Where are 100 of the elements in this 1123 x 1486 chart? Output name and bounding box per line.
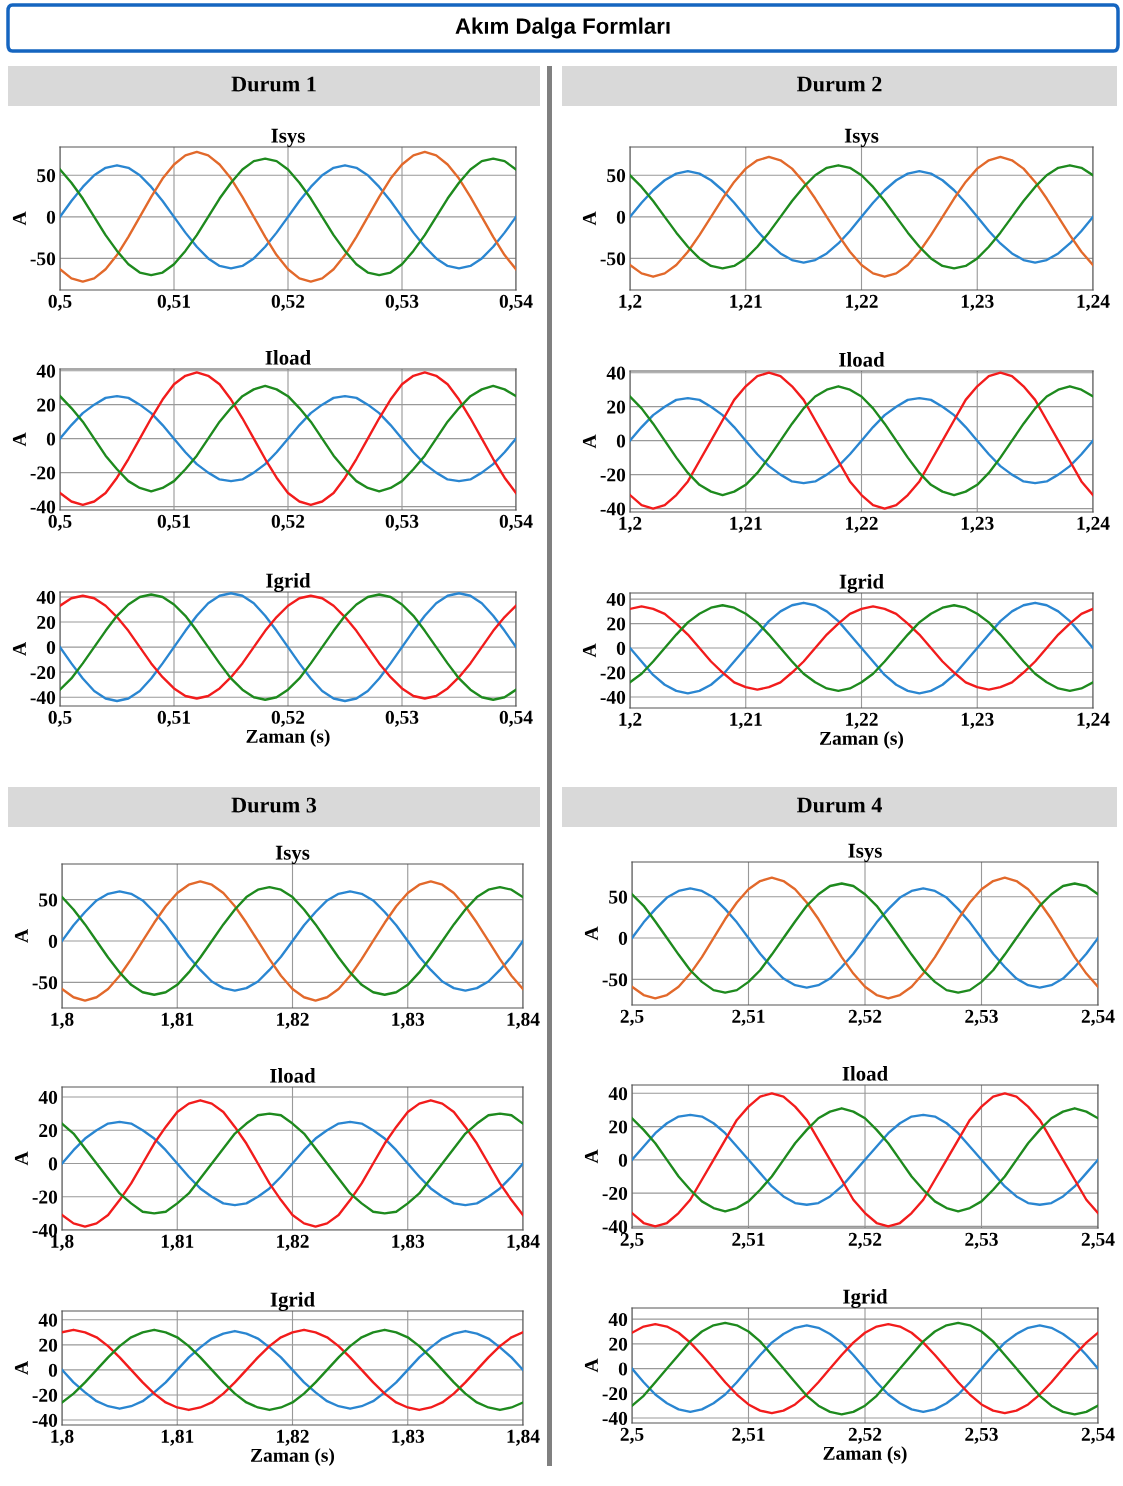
y-tick-label: -40 (30, 500, 56, 514)
y-tick-label: 0 (616, 434, 626, 448)
x-tick-label: 0,54 (499, 294, 533, 311)
x-axis-title: Zaman (s) (823, 1446, 907, 1464)
y-tick-label: -40 (30, 691, 56, 705)
x-tick-label: 0,5 (48, 294, 72, 311)
y-tick-label: -40 (602, 1220, 628, 1234)
line-series (630, 385, 1093, 497)
x-tick-label: 0,5 (48, 710, 72, 727)
y-axis-title: A (584, 1358, 598, 1373)
line-series (60, 384, 516, 493)
y-tick-label: -40 (32, 1413, 58, 1427)
line-series (630, 371, 1093, 510)
chart-title: Iload (270, 1068, 316, 1083)
line-series (62, 1120, 523, 1207)
y-tick-label: 20 (39, 1124, 58, 1138)
y-tick-label: 50 (607, 169, 626, 183)
text: Durum 2 (796, 76, 882, 92)
y-tick-label: 0 (48, 1363, 58, 1377)
y-tick-label: -20 (600, 666, 626, 680)
y-tick-label: -50 (30, 252, 56, 266)
y-tick-label: -40 (600, 690, 626, 704)
y-tick-label: 50 (37, 169, 56, 183)
y-tick-label: 0 (46, 432, 56, 446)
x-tick-label: 0,51 (157, 514, 191, 531)
y-axis-title: A (14, 929, 28, 943)
chart-title: Igrid (843, 1288, 888, 1308)
x-axis-title: Zaman (s) (820, 731, 904, 749)
x-tick-label: 1,2 (619, 294, 642, 311)
y-axis-title: A (12, 211, 26, 226)
y-axis-title: A (14, 1151, 28, 1166)
y-tick-label: -50 (32, 976, 58, 990)
text: Akım Dalga Formları (455, 17, 670, 39)
y-tick-label: 40 (608, 1312, 628, 1327)
y-tick-label: 0 (618, 931, 628, 945)
y-tick-label: 0 (616, 210, 626, 224)
y-tick-label: 40 (606, 366, 626, 380)
x-tick-label: 2,51 (732, 1009, 765, 1026)
y-tick-label: 0 (618, 1153, 628, 1167)
y-tick-label: 0 (48, 1157, 58, 1171)
y-tick-label: 50 (609, 890, 628, 904)
x-tick-label: 2,5 (620, 1009, 644, 1026)
x-tick-label: 1,8 (51, 1429, 74, 1446)
x-tick-label: 1,81 (161, 1234, 194, 1251)
x-tick-label: 1,23 (961, 516, 994, 533)
y-tick-label: 40 (38, 1313, 58, 1327)
chart-title: Igrid (839, 573, 884, 593)
y-tick-label: -20 (32, 1190, 58, 1204)
x-tick-label: 1,21 (730, 712, 762, 729)
y-tick-label: 20 (609, 1120, 628, 1134)
x-tick-label: 1,83 (392, 1234, 425, 1251)
x-tick-label: 0,51 (157, 294, 191, 311)
text: Durum 1 (231, 76, 316, 92)
x-tick-label: 2,52 (848, 1232, 882, 1249)
y-tick-label: 0 (46, 210, 56, 224)
x-tick-label: 1,8 (51, 1012, 74, 1029)
x-tick-label: 0,53 (385, 294, 419, 311)
chart-title: Iload (842, 1066, 888, 1081)
y-tick-label: -20 (32, 1388, 58, 1402)
y-axis-title: A (582, 211, 596, 226)
y-tick-label: 50 (39, 893, 58, 907)
x-tick-label: 1,82 (277, 1012, 309, 1029)
x-axis-title: Zaman (s) (251, 1448, 335, 1466)
y-tick-label: -20 (600, 468, 626, 482)
x-tick-label: 0,54 (499, 514, 533, 531)
x-tick-label: 2,51 (732, 1232, 765, 1249)
x-tick-label: 1,22 (846, 294, 878, 311)
x-tick-label: 0,53 (385, 514, 419, 531)
y-tick-label: 20 (37, 398, 56, 412)
x-tick-label: 1,23 (961, 712, 994, 729)
y-tick-label: 40 (608, 1087, 628, 1101)
y-tick-label: -50 (602, 973, 628, 987)
y-axis-title: A (584, 1149, 598, 1164)
y-axis-title: A (582, 643, 596, 658)
x-tick-label: 0,5 (48, 514, 72, 531)
x-tick-label: 1,24 (1077, 712, 1110, 729)
line-series (60, 371, 516, 507)
y-tick-label: 0 (618, 1362, 628, 1376)
chart-title: Igrid (270, 1291, 315, 1311)
chart-title: Iload (839, 352, 885, 367)
x-axis-title: Zaman (s) (246, 729, 330, 747)
y-axis-title: A (584, 926, 598, 941)
y-tick-label: -50 (600, 252, 626, 266)
x-tick-label: 2,5 (620, 1232, 644, 1249)
chart-title: Isys (848, 843, 882, 862)
y-tick-label: 20 (607, 400, 626, 414)
x-tick-label: 1,23 (961, 294, 994, 311)
x-tick-label: 1,82 (277, 1234, 309, 1251)
x-tick-label: 2,53 (965, 1232, 998, 1249)
text: Durum 4 (796, 797, 882, 813)
x-tick-label: 2,52 (848, 1427, 882, 1444)
y-tick-label: -40 (602, 1411, 628, 1425)
x-tick-label: 1,81 (161, 1429, 194, 1446)
x-tick-label: 1,2 (619, 712, 642, 729)
x-tick-label: 1,84 (507, 1234, 540, 1251)
x-tick-label: 1,24 (1077, 516, 1110, 533)
x-tick-label: 0,53 (385, 710, 419, 727)
x-tick-label: 2,5 (620, 1427, 644, 1444)
x-tick-label: 2,54 (1081, 1009, 1115, 1026)
chart-title: Isys (275, 845, 310, 864)
